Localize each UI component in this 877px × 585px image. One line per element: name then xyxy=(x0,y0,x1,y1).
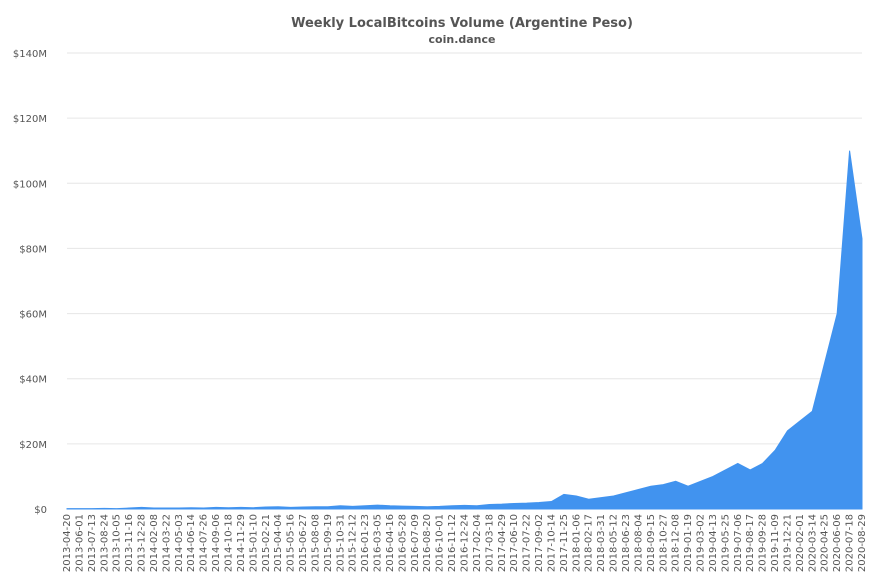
x-tick-label: 2018-02-17 xyxy=(584,514,595,572)
x-tick-label: 2017-11-25 xyxy=(559,514,570,572)
x-tick-label: 2015-05-16 xyxy=(286,514,297,572)
x-tick-label: 2013-10-05 xyxy=(112,514,123,572)
x-tick-label: 2016-03-05 xyxy=(373,514,384,572)
x-tick-label: 2019-03-02 xyxy=(696,514,707,572)
y-tick-label: $40M xyxy=(19,375,47,386)
x-tick-label: 2014-11-29 xyxy=(236,514,247,572)
x-tick-label: 2018-08-04 xyxy=(633,514,644,572)
x-tick-label: 2018-06-23 xyxy=(621,514,632,572)
y-tick-label: $80M xyxy=(19,244,47,255)
x-tick-label: 2017-09-02 xyxy=(534,514,545,572)
x-tick-label: 2015-06-27 xyxy=(298,514,309,572)
x-tick-label: 2018-05-12 xyxy=(609,514,620,572)
y-tick-label: $0 xyxy=(34,505,47,516)
x-tick-label: 2018-09-15 xyxy=(646,514,657,572)
x-tick-label: 2016-11-12 xyxy=(447,514,458,572)
x-tick-label: 2018-01-06 xyxy=(571,514,582,572)
x-tick-label: 2014-05-03 xyxy=(174,514,185,572)
x-tick-label: 2019-08-17 xyxy=(745,514,756,572)
x-tick-label: 2013-07-13 xyxy=(87,514,98,572)
x-tick-label: 2016-07-09 xyxy=(410,514,421,572)
series-area xyxy=(66,150,863,510)
x-tick-label: 2015-04-04 xyxy=(273,514,284,572)
x-tick-label: 2020-07-18 xyxy=(845,514,856,572)
chart-subtitle: coin.dance xyxy=(429,33,496,46)
x-tick-label: 2020-08-29 xyxy=(857,514,868,572)
x-tick-label: 2019-07-06 xyxy=(733,514,744,572)
y-tick-label: $60M xyxy=(19,310,47,321)
x-tick-label: 2015-08-08 xyxy=(310,514,321,572)
x-tick-label: 2015-09-19 xyxy=(323,514,334,572)
x-tick-label: 2020-02-01 xyxy=(795,514,806,572)
y-tick-label: $120M xyxy=(13,114,47,125)
x-tick-label: 2015-02-21 xyxy=(261,514,272,572)
x-tick-label: 2019-01-19 xyxy=(683,514,694,572)
x-tick-label: 2014-03-22 xyxy=(161,514,172,572)
x-tick-label: 2013-11-16 xyxy=(124,514,135,572)
series-area-layer xyxy=(66,150,863,510)
x-tick-label: 2019-05-25 xyxy=(720,514,731,572)
x-tick-label: 2017-04-29 xyxy=(497,514,508,572)
x-tick-label: 2019-11-09 xyxy=(770,514,781,572)
x-tick-label: 2020-06-06 xyxy=(832,514,843,572)
x-tick-label: 2019-04-13 xyxy=(708,514,719,572)
x-tick-label: 2014-07-26 xyxy=(199,514,210,572)
x-tick-label: 2017-06-10 xyxy=(509,514,520,572)
x-tick-label: 2016-12-24 xyxy=(460,514,471,572)
x-tick-label: 2017-10-14 xyxy=(546,514,557,572)
x-tick-label: 2013-06-01 xyxy=(74,514,85,572)
x-tick-label: 2013-08-24 xyxy=(99,514,110,572)
x-tick-label: 2015-01-10 xyxy=(248,514,259,572)
x-tick-label: 2014-06-14 xyxy=(186,514,197,572)
x-tick-label: 2016-05-28 xyxy=(397,514,408,572)
x-tick-label: 2017-03-18 xyxy=(484,514,495,572)
x-tick-label: 2014-09-06 xyxy=(211,514,222,572)
x-tick-label: 2016-01-23 xyxy=(360,514,371,572)
y-tick-label: $140M xyxy=(13,49,47,60)
x-tick-label: 2016-04-16 xyxy=(385,514,396,572)
x-tick-label: 2015-12-12 xyxy=(348,514,359,572)
gridlines xyxy=(67,52,862,510)
x-tick-label: 2020-03-14 xyxy=(807,514,818,572)
x-tick-label: 2019-12-21 xyxy=(782,514,793,572)
x-tick-label: 2016-08-20 xyxy=(422,514,433,572)
x-tick-label: 2013-04-20 xyxy=(62,514,73,572)
x-tick-label: 2018-03-31 xyxy=(596,514,607,572)
x-tick-label: 2016-10-01 xyxy=(435,514,446,572)
x-tick-label: 2019-09-28 xyxy=(758,514,769,572)
chart-title: Weekly LocalBitcoins Volume (Argentine P… xyxy=(291,16,633,31)
x-tick-label: 2015-10-31 xyxy=(335,514,346,572)
x-tick-label: 2018-12-08 xyxy=(671,514,682,572)
x-tick-label: 2014-02-08 xyxy=(149,514,160,572)
x-tick-label: 2014-10-18 xyxy=(223,514,234,572)
y-tick-label: $100M xyxy=(13,179,47,190)
y-axis-ticks: $0 $20M $40M $60M $80M $100M $120M $140M xyxy=(13,49,47,516)
x-tick-label: 2017-07-22 xyxy=(522,514,533,572)
x-tick-label: 2018-10-27 xyxy=(658,514,669,572)
x-axis-ticks: 2013-04-20 2013-06-01 2013-07-13 2013-08-24… xyxy=(62,514,868,572)
x-tick-label: 2020-04-25 xyxy=(820,514,831,572)
y-tick-label: $20M xyxy=(19,440,47,451)
x-tick-label: 2017-02-04 xyxy=(472,514,483,572)
x-tick-label: 2013-12-28 xyxy=(137,514,148,572)
